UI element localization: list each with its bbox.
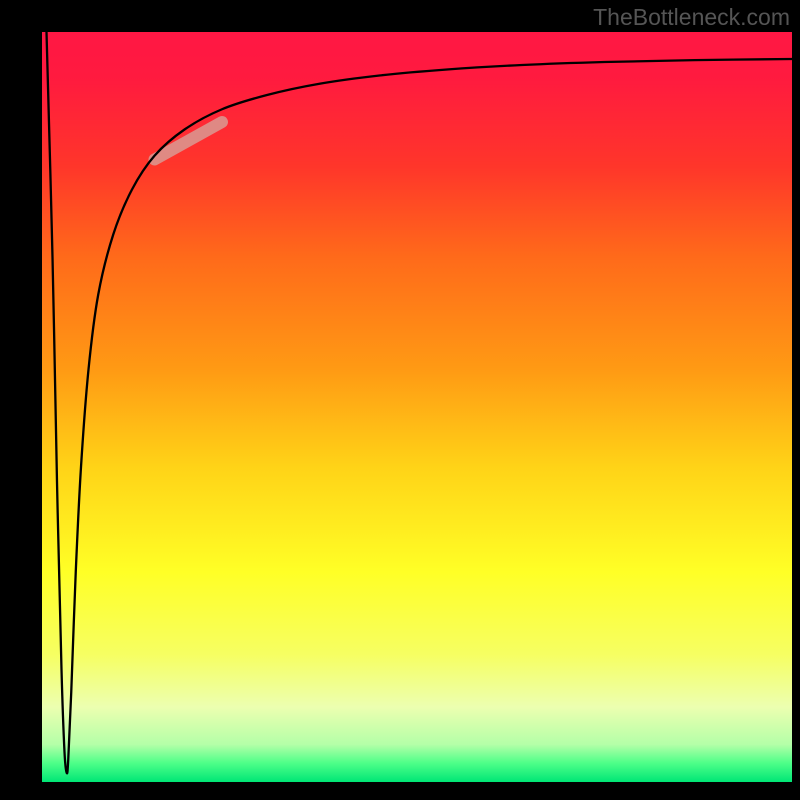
- bottleneck-curve-plot: [0, 0, 800, 800]
- plot-background: [42, 32, 792, 782]
- chart-frame: TheBottleneck.com: [0, 0, 800, 800]
